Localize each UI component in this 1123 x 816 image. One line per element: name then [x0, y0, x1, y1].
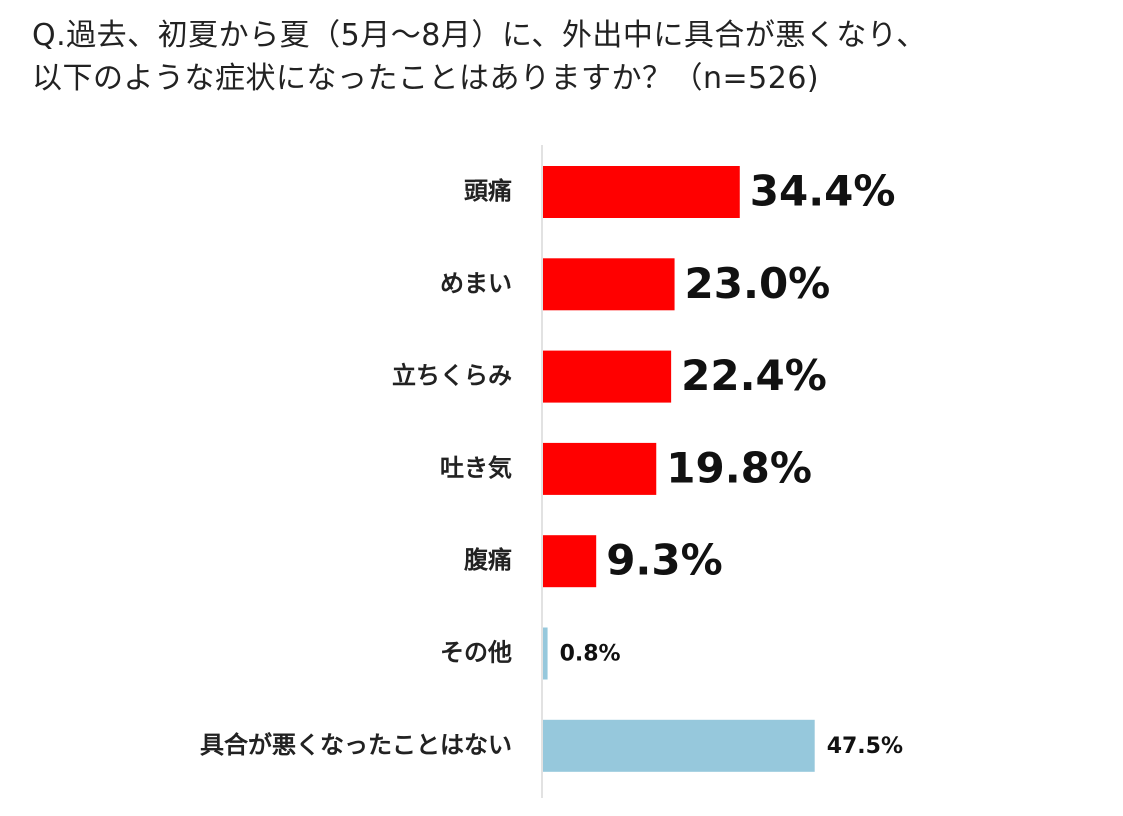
title-line-2: 以下のような症状になったことはありますか？（n=526): [32, 61, 820, 96]
title-line-1: Q.過去、初夏から夏（5月～8月）に、外出中に具合が悪くなり、: [32, 18, 927, 53]
bar: [543, 719, 815, 772]
value-label: 0.8%: [560, 642, 621, 667]
value-label: 19.8%: [666, 443, 812, 492]
category-label: 腹痛: [464, 546, 512, 574]
bar: [543, 258, 675, 311]
bar: [543, 627, 548, 680]
category-label: その他: [440, 639, 512, 667]
category-label: めまい: [440, 269, 512, 297]
category-label: 立ちくらみ: [392, 362, 512, 390]
value-label: 47.5%: [827, 734, 903, 759]
value-label: 22.4%: [681, 351, 827, 400]
value-label: 9.3%: [606, 536, 722, 585]
value-label: 34.4%: [750, 167, 896, 216]
bar: [543, 350, 672, 403]
category-label: 頭痛: [464, 177, 512, 205]
chart-title: Q.過去、初夏から夏（5月～8月）に、外出中に具合が悪くなり、 以下のような症状…: [32, 14, 1112, 100]
bar: [543, 166, 740, 218]
bar: [543, 535, 597, 588]
bar: [543, 442, 657, 495]
category-label: 吐き気: [440, 454, 512, 482]
category-label: 具合が悪くなったことはない: [200, 731, 512, 759]
value-label: 23.0%: [685, 259, 831, 308]
